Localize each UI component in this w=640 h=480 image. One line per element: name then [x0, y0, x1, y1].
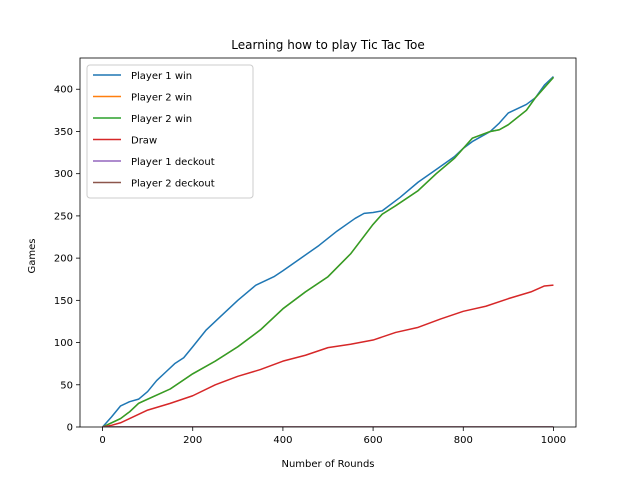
series-line-2	[102, 76, 555, 427]
plot-area	[101, 76, 555, 427]
y-tick-label: 0	[67, 423, 73, 434]
chart-title: Learning how to play Tic Tac Toe	[231, 38, 424, 52]
y-tick-label: 350	[54, 127, 73, 138]
legend-entry: Player 2 deckout	[131, 179, 215, 190]
x-tick-label: 600	[364, 435, 383, 446]
x-tick-label: 200	[183, 435, 202, 446]
y-tick-label: 100	[54, 338, 73, 349]
x-axis-label: Number of Rounds	[281, 459, 374, 470]
legend-entry: Player 2 win	[131, 93, 192, 104]
y-tick-label: 400	[54, 85, 73, 96]
legend-entry: Draw	[131, 136, 157, 147]
plot-frame	[79, 57, 577, 428]
legend-entry: Player 2 win	[131, 114, 192, 125]
y-tick-label: 150	[54, 296, 73, 307]
legend: Player 1 win Player 2 win Player 2 win Draw…	[86, 64, 254, 199]
x-tick-label: 400	[273, 435, 292, 446]
legend-box	[86, 64, 254, 199]
x-tick-label: 1000	[541, 435, 566, 446]
axes: 0 200 400 600 800 1000 0 50 100 150 200 250 300 350 40…	[54, 57, 577, 446]
series-line-3	[102, 284, 554, 427]
y-tick-label: 300	[54, 169, 73, 180]
y-axis-label: Games	[27, 239, 38, 274]
y-tick-label: 200	[54, 254, 73, 265]
x-tick-label: 800	[454, 435, 473, 446]
x-tick-label: 0	[99, 435, 105, 446]
legend-entry: Player 1 deckout	[131, 157, 215, 168]
legend-entry: Player 1 win	[131, 71, 192, 82]
y-tick-label: 250	[54, 211, 73, 222]
y-tick-label: 50	[60, 380, 73, 391]
